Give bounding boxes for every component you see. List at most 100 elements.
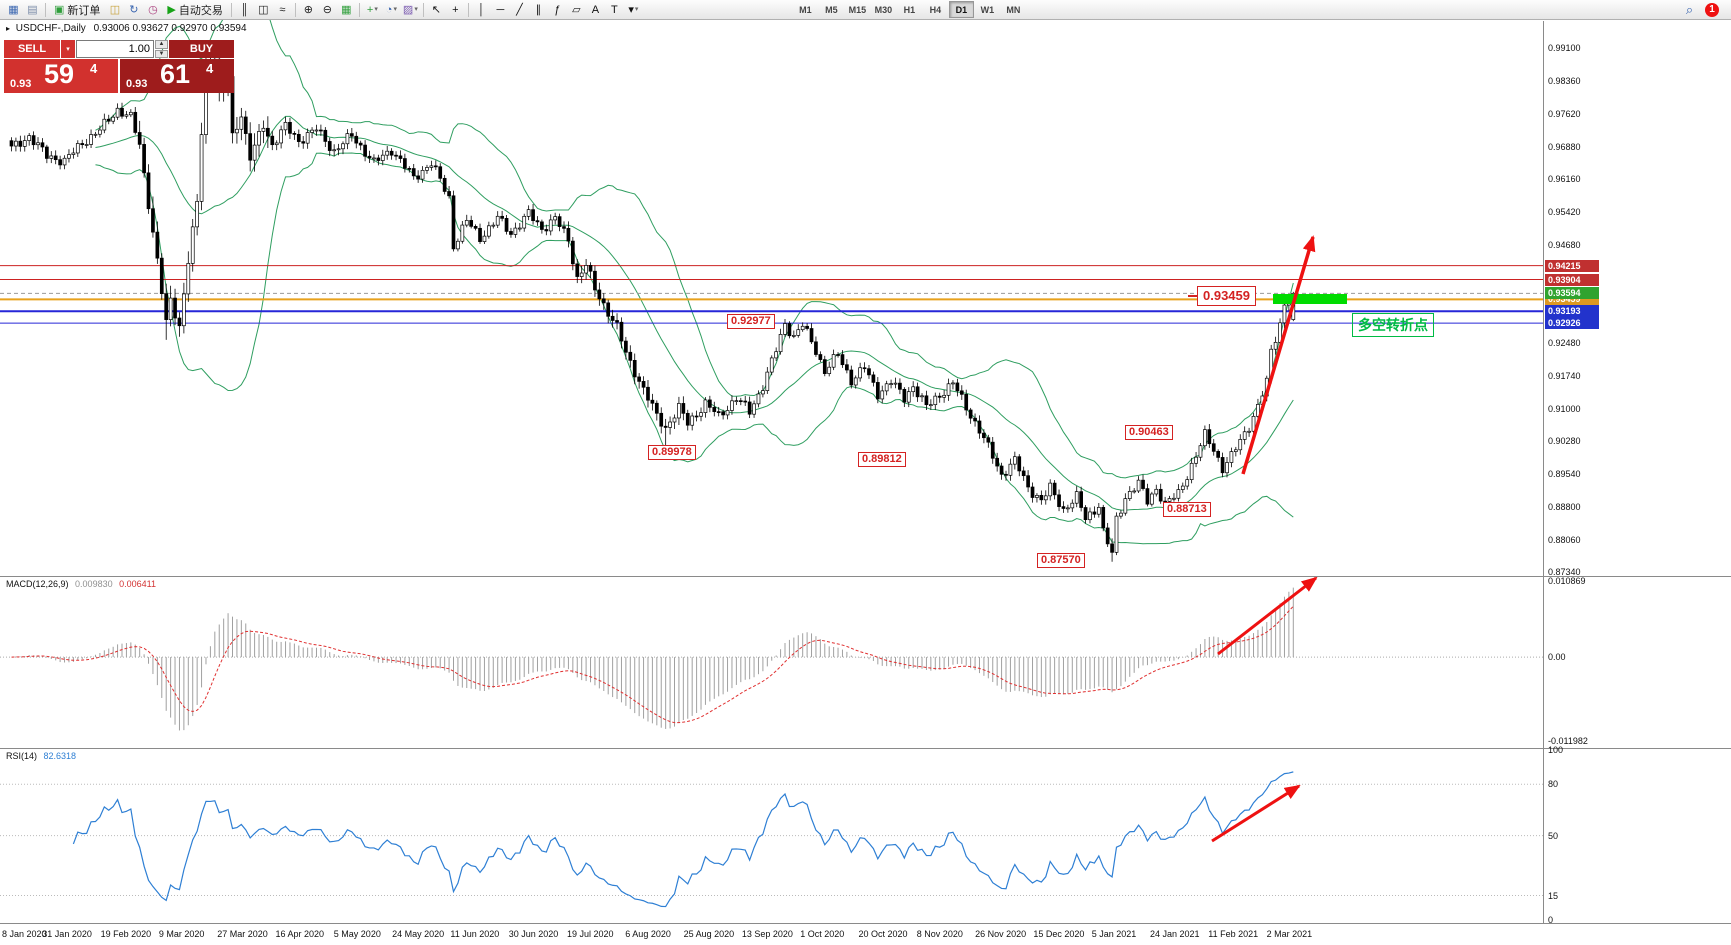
- toolbar-separator: [422, 2, 424, 17]
- timeframe-m5[interactable]: M5: [825, 4, 838, 15]
- new-order-button[interactable]: ▣ 新订单: [49, 2, 105, 18]
- order-options-dropdown[interactable]: ▾: [61, 40, 75, 58]
- price-annotation[interactable]: 0.88713: [1163, 502, 1211, 517]
- price-annotation[interactable]: 0.89978: [648, 445, 696, 460]
- bid-price-pip: 4: [90, 61, 98, 76]
- buy-button[interactable]: BUY: [169, 40, 234, 58]
- timeframe-m30[interactable]: M30: [874, 4, 893, 15]
- toolbar-separator: [358, 2, 360, 17]
- fibonacci-icon[interactable]: ƒ: [548, 2, 567, 18]
- rsi-panel-separator[interactable]: [0, 748, 1731, 749]
- price-tick-label: 0.97620: [1548, 108, 1581, 119]
- periods-menu[interactable]: ◔ ▾: [382, 2, 401, 18]
- sell-price-button[interactable]: 0.93 59 4: [4, 59, 118, 93]
- volume-decrease-button[interactable]: ▼: [155, 49, 168, 58]
- shapes-icon[interactable]: ▱: [567, 2, 586, 18]
- candlestick-icon[interactable]: ◫: [254, 2, 273, 18]
- ohlc-values: 0.93006 0.93627 0.92970 0.93594: [93, 23, 247, 34]
- macd-signal-value: 0.006411: [119, 579, 156, 589]
- date-label: 8 Nov 2020: [916, 929, 963, 939]
- templates-menu[interactable]: ▨ ▾: [401, 2, 420, 18]
- text-label-icon[interactable]: A: [586, 2, 605, 18]
- search-icon[interactable]: ⌕: [1685, 1, 1694, 17]
- arrow-object-icon[interactable]: T: [605, 2, 624, 18]
- price-tick-label: 0.99100: [1548, 43, 1581, 53]
- profiles-icon[interactable]: ▤: [23, 2, 42, 18]
- notification-badge[interactable]: 1: [1705, 2, 1719, 17]
- date-label: 15 Dec 2020: [1033, 929, 1085, 939]
- fibonacci-icon-icon: ƒ: [554, 3, 561, 16]
- zoom-in-icon[interactable]: ⊕: [299, 2, 318, 18]
- crosshair-icon[interactable]: +: [446, 2, 465, 18]
- sell-button[interactable]: SELL: [4, 40, 60, 58]
- price-annotation[interactable]: 0.89812: [858, 452, 906, 467]
- equidistant-channel-icon-icon: ∥: [535, 3, 542, 16]
- price-annotation[interactable]: 0.90463: [1125, 425, 1173, 440]
- macd-name: MACD(12,26,9): [6, 579, 69, 589]
- price-annotation[interactable]: 0.92977: [727, 314, 775, 329]
- dropdown-arrow-icon: ▾: [634, 5, 639, 13]
- main-toolbar: ▦ ▤ ▣ 新订单 ◫ ↻ ◷ ▶ 自动交易 ║ ◫ ≈ ⊕ ⊖ ▦ + ▾ ◔ ▾ ▨ ▾ ↖ + │ ─ ╱ ∥ ƒ ▱ A T ▾ ▾ M…: [0, 0, 1731, 20]
- macd-layer: [0, 587, 1543, 731]
- date-axis[interactable]: [0, 923, 1731, 945]
- volume-input[interactable]: [76, 40, 154, 58]
- zoom-out-icon[interactable]: ⊖: [318, 2, 337, 18]
- history-center-icon[interactable]: ◷: [143, 2, 162, 18]
- toolbar-separator: [294, 2, 296, 17]
- trendline-icon[interactable]: ╱: [510, 2, 529, 18]
- timeframe-h1[interactable]: H1: [903, 4, 916, 15]
- timeframe-m15[interactable]: M15: [848, 4, 867, 15]
- toolbar-items: ▦ ▤ ▣ 新订单 ◫ ↻ ◷ ▶ 自动交易 ║ ◫ ≈ ⊕ ⊖ ▦ + ▾ ◔ ▾ ▨ ▾ ↖ + │ ─ ╱ ∥ ƒ ▱ A T ▾ ▾: [4, 2, 643, 18]
- drawn-objects: [1211, 235, 1347, 843]
- date-label: 1 Oct 2020: [800, 929, 845, 939]
- indicators-menu[interactable]: + ▾: [363, 2, 382, 18]
- one-click-trading-panel: SELL ▾ ▲ ▼ BUY 0.93 59 4 0.93 61 4: [4, 40, 234, 93]
- timeframe-d1[interactable]: D1: [948, 1, 974, 18]
- price-annotation[interactable]: 0.93459: [1197, 286, 1256, 306]
- charts-grid-icon[interactable]: ▦: [4, 2, 23, 18]
- bid-price-marker: 0.93594: [1545, 287, 1599, 300]
- timeframe-w1[interactable]: W1: [980, 4, 995, 15]
- tile-windows-icon[interactable]: ▦: [337, 2, 356, 18]
- refresh-icon[interactable]: ↻: [124, 2, 143, 18]
- ohlc-bars-icon-icon: ║: [240, 3, 249, 16]
- price-tick-label: 0.95420: [1548, 206, 1581, 217]
- price-annotation[interactable]: 0.87570: [1037, 553, 1085, 568]
- collapse-one-click-icon[interactable]: ▸: [6, 24, 11, 33]
- macd-tick-label: 0.00: [1548, 652, 1566, 663]
- macd-panel-separator[interactable]: [0, 576, 1731, 577]
- date-label: 19 Feb 2020: [100, 929, 152, 939]
- date-label: 27 Mar 2020: [217, 929, 268, 939]
- zoom-out-icon-icon: ⊖: [322, 3, 332, 16]
- charts-grid-icon-icon: ▦: [8, 3, 19, 16]
- horizontal-line-icon-icon: ─: [496, 3, 505, 16]
- timeframe-m1[interactable]: M1: [799, 4, 812, 15]
- equidistant-channel-icon[interactable]: ∥: [529, 2, 548, 18]
- date-label: 24 Jan 2021: [1150, 929, 1200, 939]
- autotrade-icon: ▶: [167, 4, 176, 16]
- line-chart-icon[interactable]: ≈: [273, 2, 292, 18]
- timeframe-h4[interactable]: H4: [929, 4, 942, 15]
- date-label: 16 Apr 2020: [275, 929, 325, 939]
- rsi-tick-label: 50: [1548, 830, 1559, 841]
- cursor-icon[interactable]: ↖: [427, 2, 446, 18]
- buy-price-button[interactable]: 0.93 61 4: [120, 59, 234, 93]
- rsi-tick-label: 80: [1548, 779, 1559, 790]
- ohlc-bars-icon[interactable]: ║: [235, 2, 254, 18]
- chart-window-icon[interactable]: ◫: [105, 2, 124, 18]
- more-tools-menu[interactable]: ▾ ▾: [624, 2, 643, 18]
- volume-increase-button[interactable]: ▲: [155, 40, 168, 49]
- vertical-line-icon[interactable]: │: [472, 2, 491, 18]
- date-label: 31 Jan 2020: [42, 929, 92, 939]
- toolbar-right: ⌕: [1680, 2, 1699, 18]
- date-label: 5 May 2020: [333, 929, 381, 939]
- horizontal-line-icon[interactable]: ─: [491, 2, 510, 18]
- rsi-indicator-label: RSI(14) 82.6318: [6, 751, 76, 761]
- toolbar-separator: [230, 2, 232, 17]
- history-center-icon-icon: ◷: [148, 3, 158, 16]
- timeframe-mn[interactable]: MN: [1006, 4, 1021, 15]
- autotrade-button[interactable]: ▶ 自动交易: [162, 2, 227, 18]
- dropdown-arrow-icon: ▾: [374, 5, 378, 13]
- bull-bear-turning-point-note[interactable]: 多空转折点: [1352, 313, 1434, 337]
